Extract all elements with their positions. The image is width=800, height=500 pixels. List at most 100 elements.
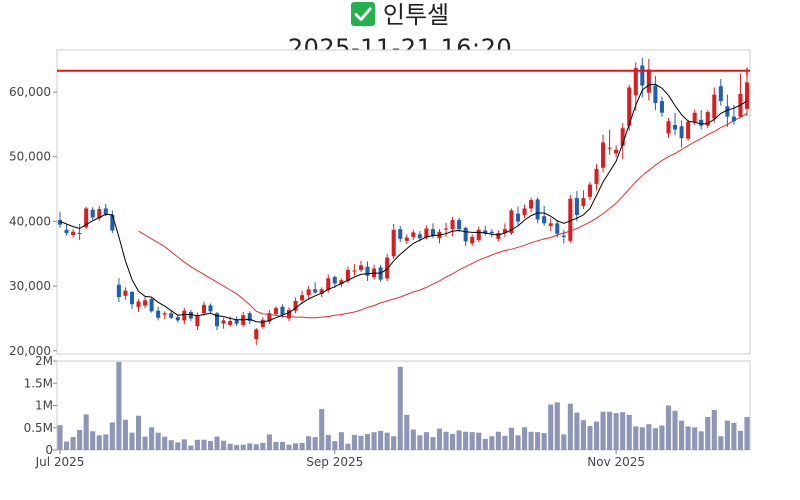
ma-long-line bbox=[138, 112, 748, 319]
candle-body bbox=[208, 305, 213, 312]
volume-bar bbox=[502, 435, 508, 450]
candle bbox=[679, 120, 684, 148]
candle bbox=[156, 306, 161, 321]
candle-body bbox=[404, 237, 409, 241]
volume-bar bbox=[652, 428, 658, 450]
volume-bar bbox=[77, 429, 83, 450]
volume-bar bbox=[162, 436, 168, 450]
candle bbox=[116, 278, 121, 303]
candle-body bbox=[731, 116, 736, 122]
candle-body bbox=[293, 300, 298, 311]
volume-bar bbox=[273, 441, 279, 450]
candle bbox=[221, 317, 226, 329]
candle-body bbox=[640, 65, 645, 86]
y-tick-label: 50,000 bbox=[9, 150, 51, 164]
candle-body bbox=[352, 270, 357, 272]
volume-bar bbox=[574, 412, 580, 450]
candle-body bbox=[568, 198, 573, 241]
volume-bar bbox=[528, 431, 534, 450]
candle-body bbox=[156, 310, 161, 318]
volume-bar bbox=[600, 411, 606, 450]
volume-bar bbox=[535, 432, 541, 450]
candle-body bbox=[319, 289, 324, 294]
volume-bar bbox=[626, 414, 632, 450]
volume-bar bbox=[476, 432, 482, 450]
candle bbox=[725, 94, 730, 127]
candle bbox=[509, 208, 514, 235]
candle bbox=[110, 210, 115, 234]
volume-bar bbox=[469, 432, 475, 450]
candle bbox=[673, 112, 678, 136]
candle bbox=[581, 190, 586, 210]
candle-body bbox=[201, 304, 206, 314]
volume-bar bbox=[633, 426, 639, 450]
volume-tick-label: 2M bbox=[35, 354, 53, 368]
candle bbox=[574, 191, 579, 222]
candle-body bbox=[607, 147, 612, 149]
volume-bar bbox=[279, 441, 286, 450]
volume-bar bbox=[234, 445, 240, 450]
candle bbox=[476, 226, 481, 243]
candle-body bbox=[529, 200, 534, 209]
candle bbox=[286, 307, 292, 322]
candle bbox=[90, 207, 95, 221]
volume-bar bbox=[659, 425, 665, 450]
volume-bar bbox=[548, 404, 554, 450]
candle-body bbox=[143, 300, 148, 306]
volume-bar bbox=[351, 434, 357, 450]
candle-body bbox=[587, 184, 592, 197]
candle-body bbox=[744, 82, 750, 109]
candle-body bbox=[450, 220, 455, 230]
volume-bar bbox=[404, 414, 410, 450]
candle bbox=[385, 253, 390, 281]
candle bbox=[247, 311, 252, 325]
candle-body bbox=[84, 208, 89, 228]
candle-body bbox=[149, 299, 154, 312]
volume-bar bbox=[83, 414, 89, 450]
candle-body bbox=[457, 220, 462, 230]
volume-bar bbox=[103, 434, 109, 450]
volume-bar bbox=[194, 439, 200, 450]
volume-bar bbox=[423, 432, 429, 450]
candle bbox=[450, 216, 455, 237]
candle-body bbox=[718, 86, 723, 102]
candle-body bbox=[136, 301, 141, 307]
candle bbox=[686, 119, 691, 141]
candle bbox=[496, 230, 501, 242]
volume-bar bbox=[430, 437, 436, 450]
volume-bar bbox=[463, 431, 469, 450]
volume-bar bbox=[292, 443, 299, 450]
candle-body bbox=[692, 112, 697, 122]
ma-long-path bbox=[138, 112, 748, 319]
volume-bar bbox=[201, 439, 207, 450]
candle bbox=[529, 197, 534, 213]
price-y-axis: 20,000 30,000 40,000 50,000 60,000 bbox=[9, 85, 57, 358]
candle bbox=[744, 69, 750, 116]
volume-bar bbox=[266, 434, 272, 450]
volume-bar bbox=[646, 424, 652, 450]
candle-body bbox=[260, 319, 265, 327]
volume-bar bbox=[698, 431, 704, 450]
volume-bar bbox=[175, 442, 181, 450]
candle bbox=[84, 206, 89, 230]
candle bbox=[306, 286, 311, 299]
candle-body bbox=[175, 317, 180, 321]
candle-body bbox=[280, 306, 285, 316]
candle bbox=[463, 226, 468, 246]
candle bbox=[705, 110, 710, 129]
candle bbox=[169, 310, 174, 320]
volume-bar bbox=[587, 425, 593, 450]
volume-bar bbox=[319, 409, 325, 450]
volume-bar bbox=[221, 440, 227, 450]
candle bbox=[555, 220, 560, 238]
candle-body bbox=[489, 231, 494, 234]
volume-bar bbox=[417, 435, 423, 450]
candle bbox=[293, 297, 298, 314]
candle-body bbox=[673, 125, 678, 130]
volume-bar bbox=[561, 434, 567, 450]
volume-bar bbox=[227, 443, 233, 450]
candle bbox=[162, 311, 167, 320]
volume-bar bbox=[436, 428, 443, 450]
candle bbox=[607, 129, 612, 155]
candle-body bbox=[509, 210, 514, 234]
